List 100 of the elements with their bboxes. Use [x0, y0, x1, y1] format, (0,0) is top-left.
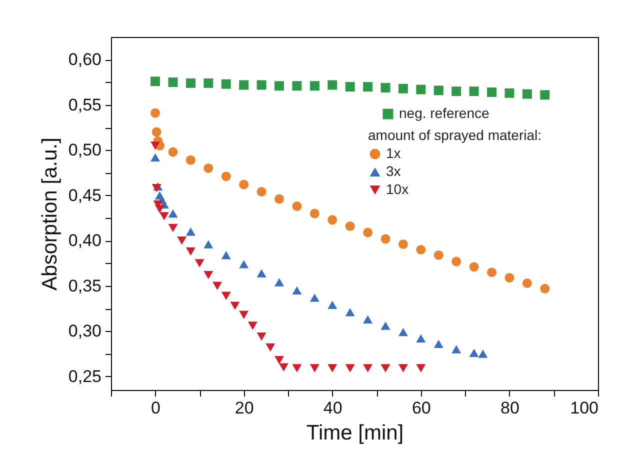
- x-axis-title: Time [min]: [306, 422, 404, 444]
- point: [150, 153, 160, 162]
- point: [434, 340, 444, 348]
- point: [478, 350, 488, 358]
- point: [504, 88, 514, 98]
- x-tick-label: 40: [323, 398, 342, 418]
- point: [416, 364, 426, 372]
- point: [256, 187, 266, 197]
- point: [239, 180, 249, 190]
- point: [434, 86, 444, 96]
- point: [256, 269, 266, 278]
- point: [328, 300, 338, 310]
- point: [363, 315, 373, 324]
- point: [310, 294, 320, 302]
- y-tick-label: 0,25: [68, 366, 102, 386]
- legend-label: 10x: [386, 181, 409, 197]
- point: [345, 221, 355, 231]
- point: [266, 343, 276, 352]
- legend-label: neg. reference: [399, 105, 490, 121]
- y-axis-title: Absorption [a.u.]: [38, 138, 62, 290]
- point: [278, 363, 288, 372]
- point: [469, 262, 479, 272]
- point: [248, 322, 258, 330]
- point: [469, 348, 479, 357]
- x-tick-label: 20: [234, 398, 254, 418]
- point: [398, 364, 408, 372]
- point: [186, 155, 196, 165]
- point: [380, 364, 390, 372]
- point: [204, 240, 214, 248]
- point: [398, 240, 408, 250]
- point: [274, 278, 284, 286]
- point: [159, 212, 169, 220]
- point: [150, 108, 160, 118]
- point: [504, 273, 514, 282]
- point: [345, 364, 355, 372]
- point: [274, 81, 284, 91]
- point: [186, 78, 196, 88]
- point: [416, 244, 426, 254]
- point: [398, 328, 408, 336]
- point: [380, 82, 390, 92]
- point: [239, 80, 249, 90]
- point: [310, 81, 320, 91]
- point: [345, 308, 355, 316]
- legend-label: 1x: [386, 145, 401, 161]
- point: [540, 284, 550, 294]
- point: [204, 164, 214, 173]
- point: [239, 310, 249, 319]
- point: [363, 82, 373, 92]
- point: [154, 204, 164, 214]
- point: [221, 79, 231, 89]
- point: [177, 236, 187, 245]
- point: [345, 82, 355, 92]
- y-tick-label: 0,50: [68, 140, 102, 160]
- point: [274, 356, 284, 364]
- point: [328, 364, 338, 372]
- point: [522, 89, 532, 99]
- point: [328, 80, 338, 90]
- point: [150, 142, 160, 150]
- point: [540, 90, 550, 100]
- point: [292, 364, 302, 372]
- point: [487, 87, 496, 97]
- point: [522, 278, 532, 288]
- point: [221, 292, 231, 300]
- point: [452, 256, 462, 266]
- point: [292, 286, 302, 295]
- point: [469, 86, 479, 96]
- point: [152, 127, 162, 137]
- x-tick-label: 60: [412, 398, 431, 418]
- point: [363, 228, 373, 238]
- point: [168, 147, 178, 157]
- point: [256, 332, 266, 341]
- point: [274, 194, 284, 204]
- point: [230, 302, 240, 310]
- point: [204, 270, 214, 280]
- point: [221, 251, 231, 260]
- point: [212, 282, 222, 290]
- point: [416, 84, 426, 94]
- point: [380, 234, 390, 244]
- x-tick-label: 80: [500, 398, 520, 418]
- point: [239, 260, 249, 268]
- point: [256, 80, 266, 90]
- point: [434, 250, 444, 260]
- point: [380, 322, 390, 330]
- point: [310, 208, 320, 218]
- point: [204, 78, 214, 88]
- y-tick-label: 0,35: [68, 276, 102, 296]
- point: [416, 334, 426, 343]
- point: [487, 268, 496, 278]
- point: [398, 84, 408, 94]
- point: [168, 224, 178, 232]
- point: [328, 215, 338, 225]
- y-tick-label: 0,40: [68, 231, 102, 250]
- point: [186, 227, 196, 236]
- point: [310, 364, 320, 372]
- point: [194, 259, 204, 268]
- x-tick-label: 0: [151, 398, 161, 418]
- legend-label: 3x: [386, 163, 401, 179]
- point: [150, 76, 160, 86]
- point: [221, 172, 231, 182]
- point: [452, 86, 462, 96]
